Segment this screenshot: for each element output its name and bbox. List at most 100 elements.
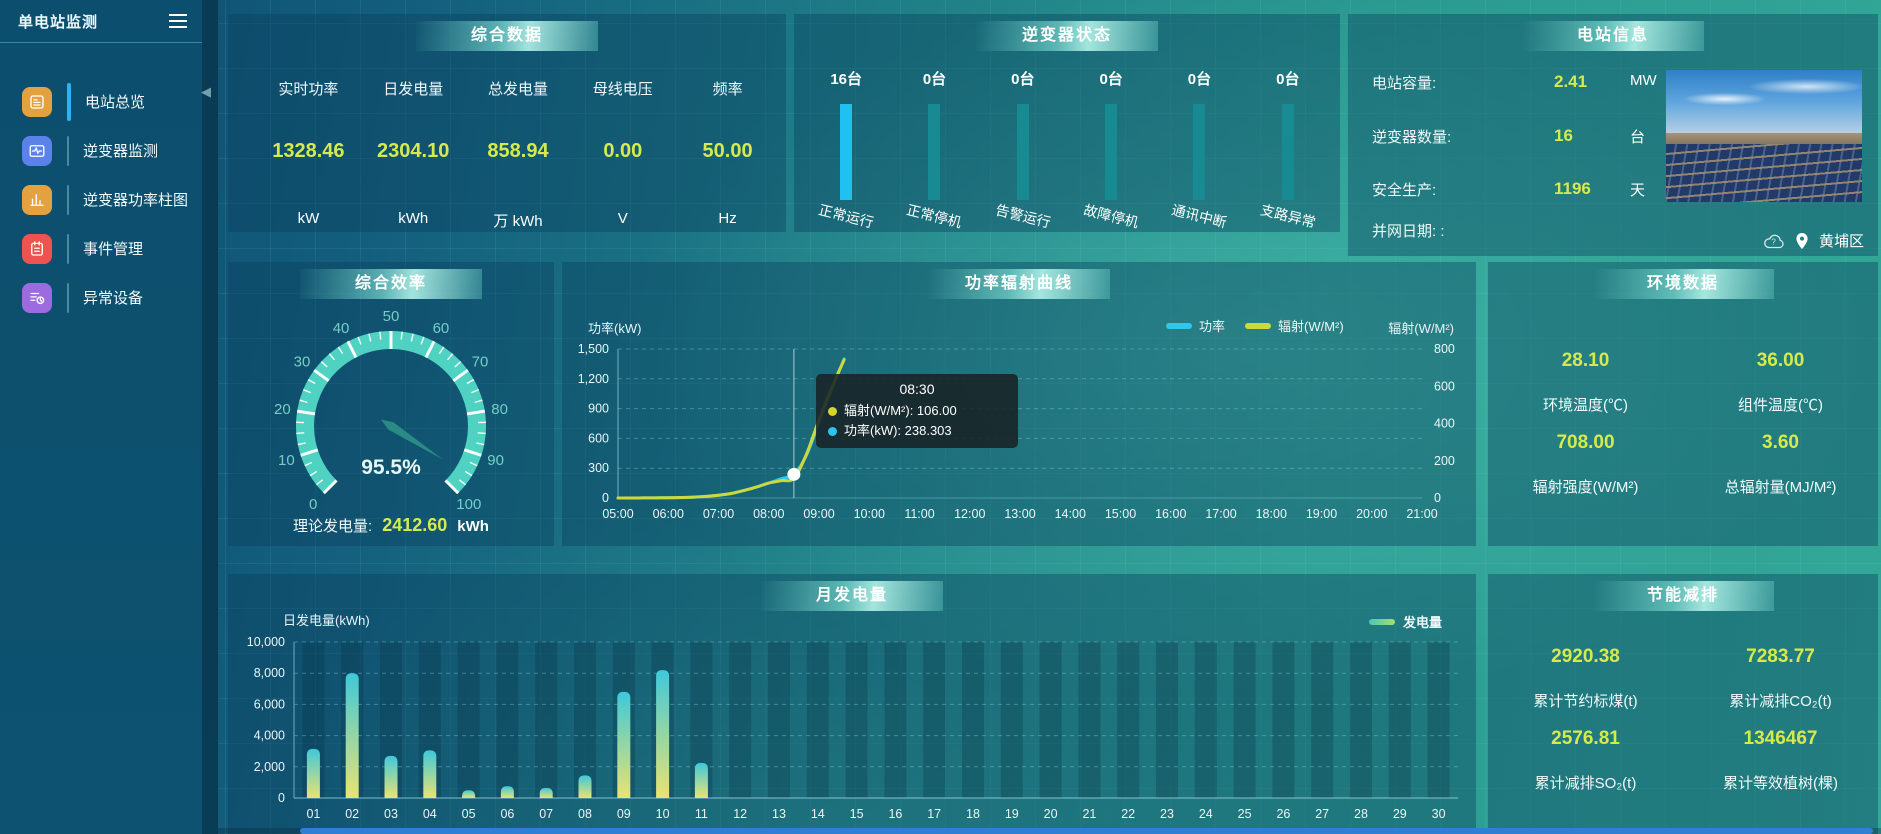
inverter-status-bar [840,104,853,200]
sidebar-item-4[interactable]: 事件管理 [0,224,202,273]
power-radiation-chart[interactable]: 0 300 600 900 1,200 1,500 0 200 400 600 800 05:00 06… [562,262,1476,546]
theoretical-generation-value: 2412.60 [382,515,448,535]
svg-text:12:00: 12:00 [954,507,985,521]
sidebar-item-3[interactable]: 逆变器功率柱图 [0,175,202,224]
svg-text:21: 21 [1082,807,1096,821]
tooltip-time: 08:30 [899,381,935,397]
collapse-panel-arrow[interactable]: ◀ [201,84,211,99]
metric-label: 母线电压 [592,81,653,98]
generation-swatch [1368,618,1395,625]
svg-text:300: 300 [588,461,609,475]
svg-text:40: 40 [333,320,350,337]
metric-value: 2920.38 [1551,646,1620,667]
svg-text:600: 600 [1434,379,1455,393]
sidebar-item-1[interactable]: 电站总览 [0,77,202,126]
station-info-row: 电站容量: 2.41 MW [1372,72,1672,94]
metric-label: 环境温度(℃) [1543,397,1628,414]
hamburger-menu-icon[interactable] [168,13,188,29]
inverter-status-item[interactable]: 0台 告警运行 [979,54,1067,232]
efficiency-gauge-chart[interactable]: 0 10 20 30 40 50 60 70 80 90 100 95.5% [228,296,554,510]
legend-radiation[interactable]: 辐射(W/M²) [1245,316,1344,335]
svg-text:08: 08 [578,807,592,821]
svg-text:16: 16 [888,807,902,821]
svg-text:400: 400 [1434,417,1455,431]
svg-text:03: 03 [384,807,398,821]
legend-power[interactable]: 功率 [1166,316,1225,335]
summary-metric: 母线电压 0.00 V [570,54,675,232]
left-axis-name: 功率(kW) [588,321,642,336]
inverter-status-item[interactable]: 16台 正常运行 [802,54,890,232]
inverter-status-item[interactable]: 0台正常停机 [890,54,978,232]
horizontal-scrollbar-thumb[interactable] [300,828,1873,834]
monthly-generation-panel: 月发电量 日发电量(kWh) 发电量 0 2,000 4,000 6,000 8,000… [228,574,1476,834]
metric-value: 7283.77 [1746,646,1815,667]
sidebar-menu: 电站总览 逆变器监测 逆变器功率柱图 事件管理 异常设备 [0,43,202,322]
inverter-status-item[interactable]: 0台 通讯中断 [1155,54,1243,232]
svg-text:05:00: 05:00 [602,507,633,521]
station-row-unit: 台 [1630,129,1646,146]
svg-text:10,000: 10,000 [247,635,285,649]
svg-text:04: 04 [423,807,437,821]
item-divider [67,135,69,166]
svg-text:80: 80 [491,401,508,418]
radiation-dot-icon [828,406,837,416]
sidebar-item-2[interactable]: 逆变器监测 [0,126,202,175]
svg-text:16:00: 16:00 [1155,507,1186,521]
station-row-value: 1196 [1554,179,1591,198]
location-pin-icon[interactable] [1795,232,1809,250]
savings-title: 节能减排 [1592,581,1774,611]
svg-text:08:00: 08:00 [753,507,784,521]
location-row: ? 黄埔区 [1763,230,1864,251]
svg-text:29: 29 [1393,807,1407,821]
inverter-status-item[interactable]: 0台 故障停机 [1067,54,1155,232]
bar-y-axis-name: 日发电量(kWh) [283,613,370,628]
metric-value: 28.10 [1561,350,1610,371]
bar-day-08 [578,775,592,798]
inverter-status-label: 通讯中断 [1170,201,1229,231]
photo-sky [1666,70,1862,139]
svg-text:26: 26 [1276,807,1290,821]
inverter-status-item[interactable]: 0台 支路异常 [1244,54,1332,232]
metric-value: 1346467 [1743,728,1818,749]
weather-cloud-icon[interactable]: ? [1763,233,1785,249]
metric-label: 累计节约标煤(t) [1533,693,1638,710]
svg-text:15:00: 15:00 [1105,507,1136,521]
svg-text:20: 20 [1044,807,1058,821]
savings-metrics: 2920.38 累计节约标煤(t) 7283.77 累计减排CO₂(t) 2576.81… [1488,574,1878,834]
bar-day-02 [345,673,359,798]
svg-text:20:00: 20:00 [1356,507,1387,521]
item-divider [67,233,69,264]
photo-solar-panels [1666,143,1862,202]
station-row-unit: MW [1630,72,1657,89]
inverter-status-label: 故障停机 [1082,201,1141,231]
bar-day-10 [656,670,670,798]
metric-label: 累计减排SO₂(t) [1534,775,1637,792]
metric-cell: 2920.38 累计节约标煤(t) [1488,646,1683,711]
inverter-status-bar [1105,104,1118,200]
sidebar-header: 单电站监测 [0,0,202,43]
svg-text:11: 11 [695,807,708,821]
svg-text:0: 0 [309,496,317,510]
svg-text:4,000: 4,000 [254,729,285,743]
bar-day-03 [384,755,398,798]
horizontal-scrollbar-track [218,828,1881,834]
svg-text:14:00: 14:00 [1055,507,1086,521]
inverter-count: 0台 [922,71,947,88]
station-info-panel: 电站信息 电站容量: 2.41 MW 逆变器数量: 16 台安全生产: 1196 天并网日期:… [1348,14,1878,256]
svg-text:60: 60 [433,320,450,337]
power-radiation-panel: 功率辐射曲线 功率(kW) 功率 辐射(W/M²) 辐射(W/M²) 0 300 6… [562,262,1476,546]
bar-chart-legend[interactable]: 发电量 [1368,612,1442,631]
svg-text:50: 50 [383,308,400,325]
inverter-status-label: 正常停机 [905,201,964,231]
station-row-label: 电站容量: [1372,75,1437,92]
inverter-status-bars[interactable]: 16台 正常运行 0台 正常停机 0台 告警运行 0台 故障停机 0台 通讯中断 0台 支路异常 [802,54,1332,232]
app-title: 单电站监测 [18,13,99,31]
sidebar-item-5[interactable]: 异常设备 [0,273,202,322]
monthly-generation-chart[interactable]: 0 2,000 4,000 6,000 8,000 10,000 01 02 03 04 05 06 0… [228,574,1476,834]
svg-text:20: 20 [274,401,291,418]
summary-metric: 总发电量 858.94 万 kWh [466,54,571,232]
line-chart-legend[interactable]: 功率 辐射(W/M²) [1166,316,1344,335]
metric-label: 累计等效植树(棵) [1723,775,1838,792]
inverter-count: 16台 [830,71,862,88]
